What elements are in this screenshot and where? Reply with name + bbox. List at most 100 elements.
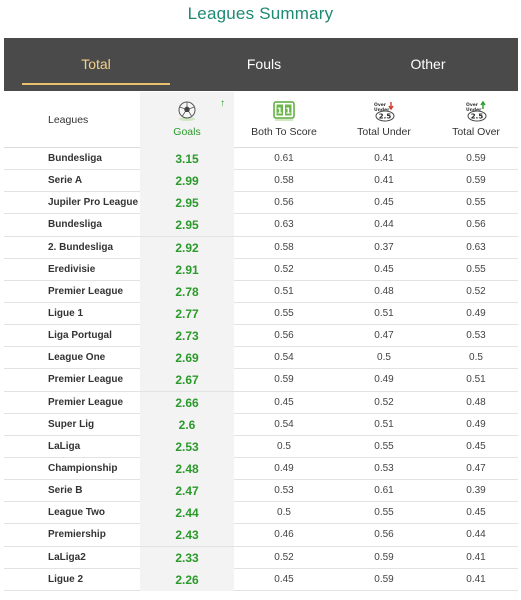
table-row[interactable]: Premiership 2.43 0.46 0.56 0.44 xyxy=(4,524,518,547)
league-name-cell[interactable]: Ligue 2 xyxy=(48,573,84,585)
table-row[interactable]: Bundesliga 3.15 0.61 0.41 0.59 xyxy=(4,148,518,171)
tab-total[interactable]: Total xyxy=(81,56,111,72)
both-to-score-cell: 0.58 xyxy=(274,175,294,187)
total-over-cell: 0.55 xyxy=(466,197,486,209)
goals-cell: 2.47 xyxy=(140,480,234,503)
column-header-goals[interactable]: ↑ Goals xyxy=(140,92,234,148)
total-over-cell: 0.5 xyxy=(469,352,483,364)
total-over-cell: 0.49 xyxy=(466,418,486,430)
total-over-cell: 0.56 xyxy=(466,219,486,231)
total-under-cell: 0.49 xyxy=(374,374,394,386)
table-row[interactable]: Premier League 2.66 0.45 0.52 0.48 xyxy=(4,391,518,414)
both-to-score-cell: 0.55 xyxy=(274,307,294,319)
table-row[interactable]: Premier League 2.78 0.51 0.48 0.52 xyxy=(4,280,518,303)
table-row[interactable]: Eredivisie 2.91 0.52 0.45 0.55 xyxy=(4,258,518,281)
both-to-score-cell: 0.54 xyxy=(274,418,294,430)
total-under-cell: 0.55 xyxy=(374,440,394,452)
column-header-total-under[interactable]: Over Under 2.5 Total Under xyxy=(334,92,434,148)
total-under-cell: 0.47 xyxy=(374,330,394,342)
sort-up-arrow-icon[interactable]: ↑ xyxy=(220,98,225,109)
league-name-cell[interactable]: Ligue 1 xyxy=(48,307,84,319)
league-name-cell[interactable]: Bundesliga xyxy=(48,153,102,164)
table-row[interactable]: League One 2.69 0.54 0.5 0.5 xyxy=(4,347,518,370)
total-under-cell: 0.51 xyxy=(374,307,394,319)
league-name-cell[interactable]: Liga Portugal xyxy=(48,330,112,342)
table-row[interactable]: 2. Bundesliga 2.92 0.58 0.37 0.63 xyxy=(4,236,518,259)
league-name-cell[interactable]: LaLiga xyxy=(48,440,81,452)
both-to-score-cell: 0.59 xyxy=(274,374,294,386)
total-under-cell: 0.41 xyxy=(374,153,394,164)
table-row[interactable]: Championship 2.48 0.49 0.53 0.47 xyxy=(4,457,518,481)
total-under-cell: 0.51 xyxy=(374,418,394,430)
goals-cell: 2.77 xyxy=(140,302,234,325)
league-name-cell[interactable]: Serie B xyxy=(48,485,83,497)
svg-text:1: 1 xyxy=(277,107,283,116)
goals-cell: 3.15 xyxy=(140,148,234,170)
both-to-score-cell: 0.52 xyxy=(274,551,294,563)
goals-cell: 2.26 xyxy=(140,568,234,591)
total-over-icon: Over Under 2.5 xyxy=(466,100,487,122)
league-name-cell[interactable]: Super Lig xyxy=(48,418,95,430)
total-under-cell: 0.37 xyxy=(374,241,394,253)
tab-fouls[interactable]: Fouls xyxy=(246,56,282,72)
total-over-cell: 0.59 xyxy=(466,175,486,187)
table-row[interactable]: LaLiga 2.53 0.5 0.55 0.45 xyxy=(4,435,518,458)
goals-cell: 2.33 xyxy=(140,546,234,569)
league-name-cell[interactable]: League One xyxy=(48,352,106,364)
both-to-score-cell: 0.45 xyxy=(274,573,294,585)
table-row[interactable]: Bundesliga 2.95 0.63 0.44 0.56 xyxy=(4,214,518,237)
table-row[interactable]: Jupiler Pro League 2.95 0.56 0.45 0.55 xyxy=(4,192,518,215)
svg-text:Over: Over xyxy=(466,102,479,108)
column-header-total-over[interactable]: Over Under 2.5 Total Over xyxy=(434,92,518,148)
total-under-label: Total Under xyxy=(357,126,411,138)
total-over-cell: 0.48 xyxy=(466,396,486,408)
goals-cell: 2.44 xyxy=(140,502,234,525)
league-name-cell[interactable]: Premiership xyxy=(48,529,106,541)
table-row[interactable]: Premier League 2.67 0.59 0.49 0.51 xyxy=(4,369,518,392)
svg-text:2.5: 2.5 xyxy=(471,113,484,121)
total-over-cell: 0.45 xyxy=(466,507,486,519)
total-under-cell: 0.48 xyxy=(374,285,394,297)
total-over-cell: 0.41 xyxy=(466,551,486,563)
table-row[interactable]: Ligue 1 2.77 0.55 0.51 0.49 xyxy=(4,302,518,326)
table-row[interactable]: LaLiga2 2.33 0.52 0.59 0.41 xyxy=(4,546,518,569)
league-name-cell[interactable]: Championship xyxy=(48,462,118,474)
league-name-cell[interactable]: 2. Bundesliga xyxy=(48,241,114,253)
table-row[interactable]: Super Lig 2.6 0.54 0.51 0.49 xyxy=(4,413,518,436)
league-name-cell[interactable]: Premier League xyxy=(48,285,124,297)
table-row[interactable]: Liga Portugal 2.73 0.56 0.47 0.53 xyxy=(4,325,518,348)
table-row[interactable]: Serie A 2.99 0.58 0.41 0.59 xyxy=(4,170,518,193)
goals-cell: 2.66 xyxy=(140,391,234,414)
both-to-score-cell: 0.51 xyxy=(274,285,294,297)
column-header-leagues[interactable]: Leagues xyxy=(48,114,89,126)
total-under-icon: Over Under 2.5 xyxy=(374,102,395,122)
both-to-score-label: Both To Score xyxy=(251,126,317,138)
total-under-cell: 0.44 xyxy=(374,219,394,231)
table-row[interactable]: Serie B 2.47 0.53 0.61 0.39 xyxy=(4,480,518,503)
total-under-cell: 0.59 xyxy=(374,551,394,563)
goals-cell: 2.67 xyxy=(140,369,234,392)
league-name-cell[interactable]: League Two xyxy=(48,507,106,519)
tab-bar: Total Fouls Other xyxy=(4,38,518,91)
total-over-cell: 0.45 xyxy=(466,440,486,452)
svg-text:2.5: 2.5 xyxy=(379,113,392,121)
total-over-cell: 0.41 xyxy=(466,573,486,585)
total-under-cell: 0.59 xyxy=(374,573,394,585)
total-over-cell: 0.59 xyxy=(466,153,486,164)
total-over-cell: 0.52 xyxy=(466,285,486,297)
column-header-both-to-score[interactable]: 1 1 Both To Score xyxy=(234,92,334,148)
both-to-score-cell: 0.63 xyxy=(274,219,294,231)
league-name-cell[interactable]: Premier League xyxy=(48,374,124,386)
active-tab-indicator xyxy=(22,83,170,85)
leagues-table-body: Bundesliga 3.15 0.61 0.41 0.59 Serie A 2.99 0.5… xyxy=(4,148,518,591)
league-name-cell[interactable]: Eredivisie xyxy=(48,263,96,275)
total-over-cell: 0.39 xyxy=(466,485,486,497)
league-name-cell[interactable]: Premier League xyxy=(48,396,124,408)
table-row[interactable]: League Two 2.44 0.5 0.55 0.45 xyxy=(4,502,518,525)
league-name-cell[interactable]: Jupiler Pro League xyxy=(48,197,139,209)
table-row[interactable]: Ligue 2 2.26 0.45 0.59 0.41 xyxy=(4,568,518,591)
league-name-cell[interactable]: LaLiga2 xyxy=(48,551,86,563)
league-name-cell[interactable]: Serie A xyxy=(48,175,83,187)
league-name-cell[interactable]: Bundesliga xyxy=(48,219,102,231)
tab-other[interactable]: Other xyxy=(410,56,446,72)
